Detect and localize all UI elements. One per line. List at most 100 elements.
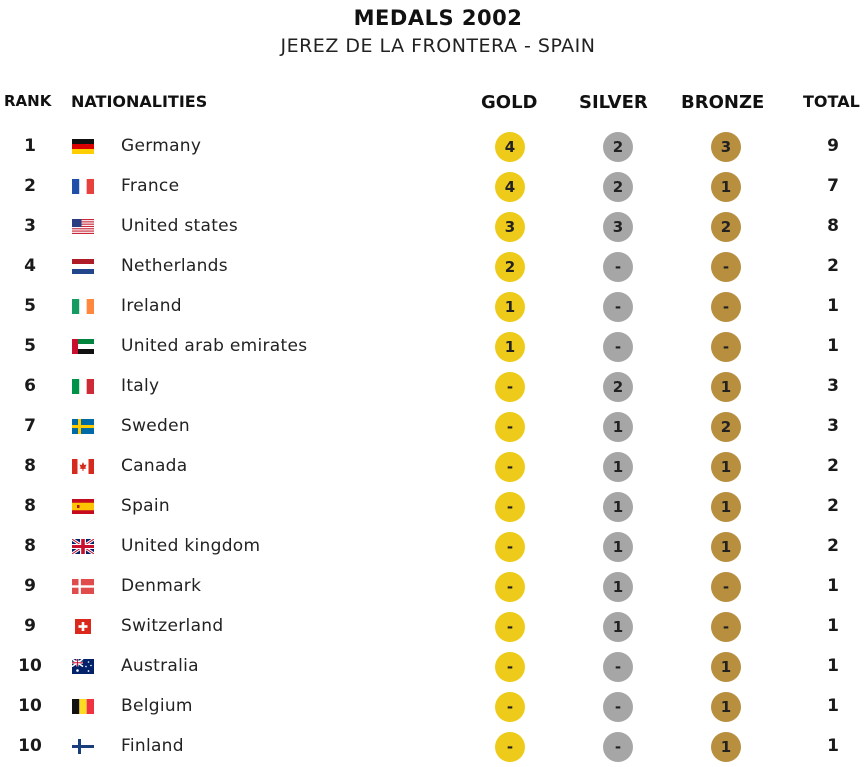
total-cell: 2 xyxy=(827,536,839,556)
total-cell: 1 xyxy=(827,616,839,636)
germany-flag-icon xyxy=(72,139,94,154)
total-cell: 1 xyxy=(827,656,839,676)
rank-cell: 4 xyxy=(24,256,36,276)
rank-cell: 8 xyxy=(24,456,36,476)
uae-flag-icon xyxy=(72,339,94,354)
rank-cell: 5 xyxy=(24,336,36,356)
italy-flag-icon xyxy=(72,379,94,394)
total-cell: 2 xyxy=(827,256,839,276)
total-cell: 1 xyxy=(827,336,839,356)
sweden-flag-icon xyxy=(72,419,94,434)
bronze-medal-badge: - xyxy=(711,292,741,322)
table-row: 7 Sweden - 1 2 3 xyxy=(0,406,866,446)
table-row: 8 Canada - 1 1 2 xyxy=(0,446,866,486)
table-row: 9 Switzerland - 1 - 1 xyxy=(0,606,866,646)
rank-cell: 10 xyxy=(18,696,42,716)
country-name: Italy xyxy=(121,376,160,396)
rank-cell: 8 xyxy=(24,496,36,516)
country-name: Spain xyxy=(121,496,170,516)
bronze-medal-badge: 1 xyxy=(711,492,741,522)
silver-medal-badge: - xyxy=(603,652,633,682)
silver-medal-badge: 2 xyxy=(603,132,633,162)
usa-flag-icon xyxy=(72,219,94,234)
gold-medal-badge: - xyxy=(495,692,525,722)
silver-medal-badge: 1 xyxy=(603,412,633,442)
page-title: MEDALS 2002 xyxy=(353,6,523,30)
ireland-flag-icon xyxy=(72,299,94,314)
france-flag-icon xyxy=(72,179,94,194)
rank-cell: 9 xyxy=(24,616,36,636)
rank-cell: 10 xyxy=(18,736,42,756)
bronze-medal-badge: 2 xyxy=(711,412,741,442)
table-row: 10 Belgium - - 1 1 xyxy=(0,686,866,726)
rank-cell: 5 xyxy=(24,296,36,316)
header-gold: GOLD xyxy=(481,92,538,113)
rank-cell: 2 xyxy=(24,176,36,196)
bronze-medal-badge: - xyxy=(711,572,741,602)
country-name: Germany xyxy=(121,136,202,156)
country-name: United states xyxy=(121,216,239,236)
table-row: 10 Finland - - 1 1 xyxy=(0,726,866,766)
bronze-medal-badge: 1 xyxy=(711,652,741,682)
total-cell: 3 xyxy=(827,416,839,436)
bronze-medal-badge: 3 xyxy=(711,132,741,162)
table-row: 3 United states 3 3 2 8 xyxy=(0,206,866,246)
gold-medal-badge: - xyxy=(495,452,525,482)
country-name: United arab emirates xyxy=(121,336,308,356)
country-name: France xyxy=(121,176,180,196)
country-name: Denmark xyxy=(121,576,202,596)
gold-medal-badge: - xyxy=(495,492,525,522)
header-rank: RANK xyxy=(4,92,52,110)
total-cell: 8 xyxy=(827,216,839,236)
country-name: Sweden xyxy=(121,416,190,436)
table-row: 5 United arab emirates 1 - - 1 xyxy=(0,326,866,366)
gold-medal-badge: - xyxy=(495,372,525,402)
table-row: 8 Spain - 1 1 2 xyxy=(0,486,866,526)
bronze-medal-badge: 1 xyxy=(711,732,741,762)
gold-medal-badge: 3 xyxy=(495,212,525,242)
country-name: Ireland xyxy=(121,296,182,316)
gold-medal-badge: - xyxy=(495,532,525,562)
table-row: 4 Netherlands 2 - - 2 xyxy=(0,246,866,286)
uk-flag-icon xyxy=(72,539,94,554)
table-row: 2 France 4 2 1 7 xyxy=(0,166,866,206)
table-row: 10 Australia - - 1 1 xyxy=(0,646,866,686)
gold-medal-badge: 2 xyxy=(495,252,525,282)
silver-medal-badge: 1 xyxy=(603,452,633,482)
bronze-medal-badge: 2 xyxy=(711,212,741,242)
gold-medal-badge: - xyxy=(495,612,525,642)
country-name: Finland xyxy=(121,736,184,756)
gold-medal-badge: 4 xyxy=(495,132,525,162)
bronze-medal-badge: 1 xyxy=(711,532,741,562)
gold-medal-badge: 4 xyxy=(495,172,525,202)
total-cell: 9 xyxy=(827,136,839,156)
bronze-medal-badge: - xyxy=(711,332,741,362)
page-subtitle: JEREZ DE LA FRONTERA - SPAIN xyxy=(280,35,596,57)
belgium-flag-icon xyxy=(72,699,94,714)
silver-medal-badge: 1 xyxy=(603,532,633,562)
total-cell: 1 xyxy=(827,736,839,756)
netherlands-flag-icon xyxy=(72,259,94,274)
bronze-medal-badge: 1 xyxy=(711,452,741,482)
switzerland-flag-icon xyxy=(75,619,91,634)
australia-flag-icon xyxy=(72,659,94,674)
silver-medal-badge: 1 xyxy=(603,572,633,602)
bronze-medal-badge: 1 xyxy=(711,372,741,402)
rank-cell: 8 xyxy=(24,536,36,556)
header-nationalities: NATIONALITIES xyxy=(71,92,208,111)
silver-medal-badge: - xyxy=(603,292,633,322)
header-bronze: BRONZE xyxy=(681,92,765,113)
total-cell: 1 xyxy=(827,696,839,716)
gold-medal-badge: - xyxy=(495,652,525,682)
country-name: Switzerland xyxy=(121,616,224,636)
header-silver: SILVER xyxy=(579,92,648,113)
total-cell: 7 xyxy=(827,176,839,196)
denmark-flag-icon xyxy=(72,579,94,594)
gold-medal-badge: - xyxy=(495,572,525,602)
canada-flag-icon xyxy=(72,459,94,474)
total-cell: 3 xyxy=(827,376,839,396)
table-row: 8 United kingdom - 1 1 2 xyxy=(0,526,866,566)
rank-cell: 6 xyxy=(24,376,36,396)
header-total: TOTAL xyxy=(803,92,860,111)
gold-medal-badge: - xyxy=(495,412,525,442)
